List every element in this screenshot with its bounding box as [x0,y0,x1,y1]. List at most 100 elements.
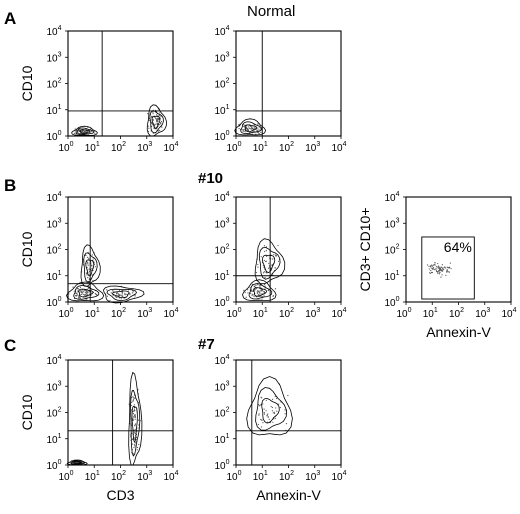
event-dot [263,291,265,294]
event-dot [115,296,117,298]
event-dot [274,288,277,290]
contour-line [254,238,286,285]
event-dot [245,296,247,298]
event-dot [431,267,433,269]
contour-line [240,121,263,134]
event-dot [134,295,136,297]
event-dot [430,266,432,268]
event-dot [137,427,139,429]
event-dot [88,268,90,270]
event-dot [87,294,89,296]
panel-letter-c: C [4,336,16,355]
event-dot [151,122,153,125]
event-dot [133,291,135,293]
event-dot [259,290,261,292]
event-dot [79,297,82,299]
event-dot [265,255,268,257]
event-dot [92,258,94,260]
contour-line [76,127,95,136]
event-dot [448,271,450,273]
event-dot [252,290,254,293]
x-tick-label: 101 [85,141,100,154]
y-tick-label: 100 [214,459,229,472]
event-dot [129,292,131,295]
event-dot [262,403,264,405]
event-dot [271,410,273,412]
x-tick-label: 104 [163,470,178,483]
event-dot [133,409,135,412]
y-axis-title: CD10 [19,394,35,430]
event-dot [443,268,445,270]
event-dot [255,288,257,290]
event-dot [438,270,440,272]
event-dot [258,291,260,294]
event-dot [258,405,260,407]
event-dot [155,119,157,121]
x-axis-title: CD3 [106,487,134,503]
x-tick-label: 100 [58,307,73,320]
event-dot [159,112,161,114]
event-dot [263,412,265,414]
contour-line [73,461,82,465]
event-dot [88,257,90,259]
event-dot [429,265,432,267]
event-dot [131,438,134,440]
event-dot [67,292,70,295]
event-dot [272,412,274,414]
event-dot [262,422,264,424]
event-dot [156,123,158,125]
event-dot [76,293,78,295]
event-dot [265,399,267,401]
event-dot [152,113,154,115]
event-dot [446,266,448,268]
event-dot [132,396,134,398]
event-dot [440,276,442,278]
event-dot [147,113,149,115]
y-tick-label: 104 [214,191,229,204]
event-dot [434,264,436,266]
event-dot [260,256,262,258]
event-dot [132,418,134,420]
event-dot [276,410,278,412]
event-dot [120,298,122,300]
event-dot [277,244,279,247]
event-dot [133,446,135,449]
event-dot [262,265,264,267]
event-dot [247,128,249,130]
event-dot [251,294,253,296]
event-dot [238,127,240,130]
contour-line [66,281,105,302]
y-tick-label: 103 [46,51,61,64]
event-dot [257,123,259,125]
x-tick-label: 103 [137,470,152,483]
event-dot [260,426,263,428]
panel-letter-a: A [4,9,16,28]
event-dot [266,272,268,274]
event-dot [272,398,274,400]
event-dot [94,266,96,268]
event-dot [118,295,120,297]
event-dot [73,290,75,292]
row-title-a: Normal [247,3,295,20]
event-dot [80,290,82,292]
event-dot [439,271,441,273]
event-dot [449,262,452,264]
event-dot [277,260,280,263]
event-dot [134,397,136,399]
event-dot [436,266,438,268]
event-dot [259,128,262,130]
event-dot [88,278,90,281]
event-dot [134,442,137,444]
y-tick-label: 101 [46,104,61,117]
event-dot [78,130,80,133]
event-dot [113,290,115,292]
y-tick-label: 103 [46,217,61,230]
contour-line [83,252,98,283]
event-dot [85,272,87,274]
event-dot [133,397,135,399]
contour-line [66,459,88,466]
x-tick-label: 102 [111,141,126,154]
